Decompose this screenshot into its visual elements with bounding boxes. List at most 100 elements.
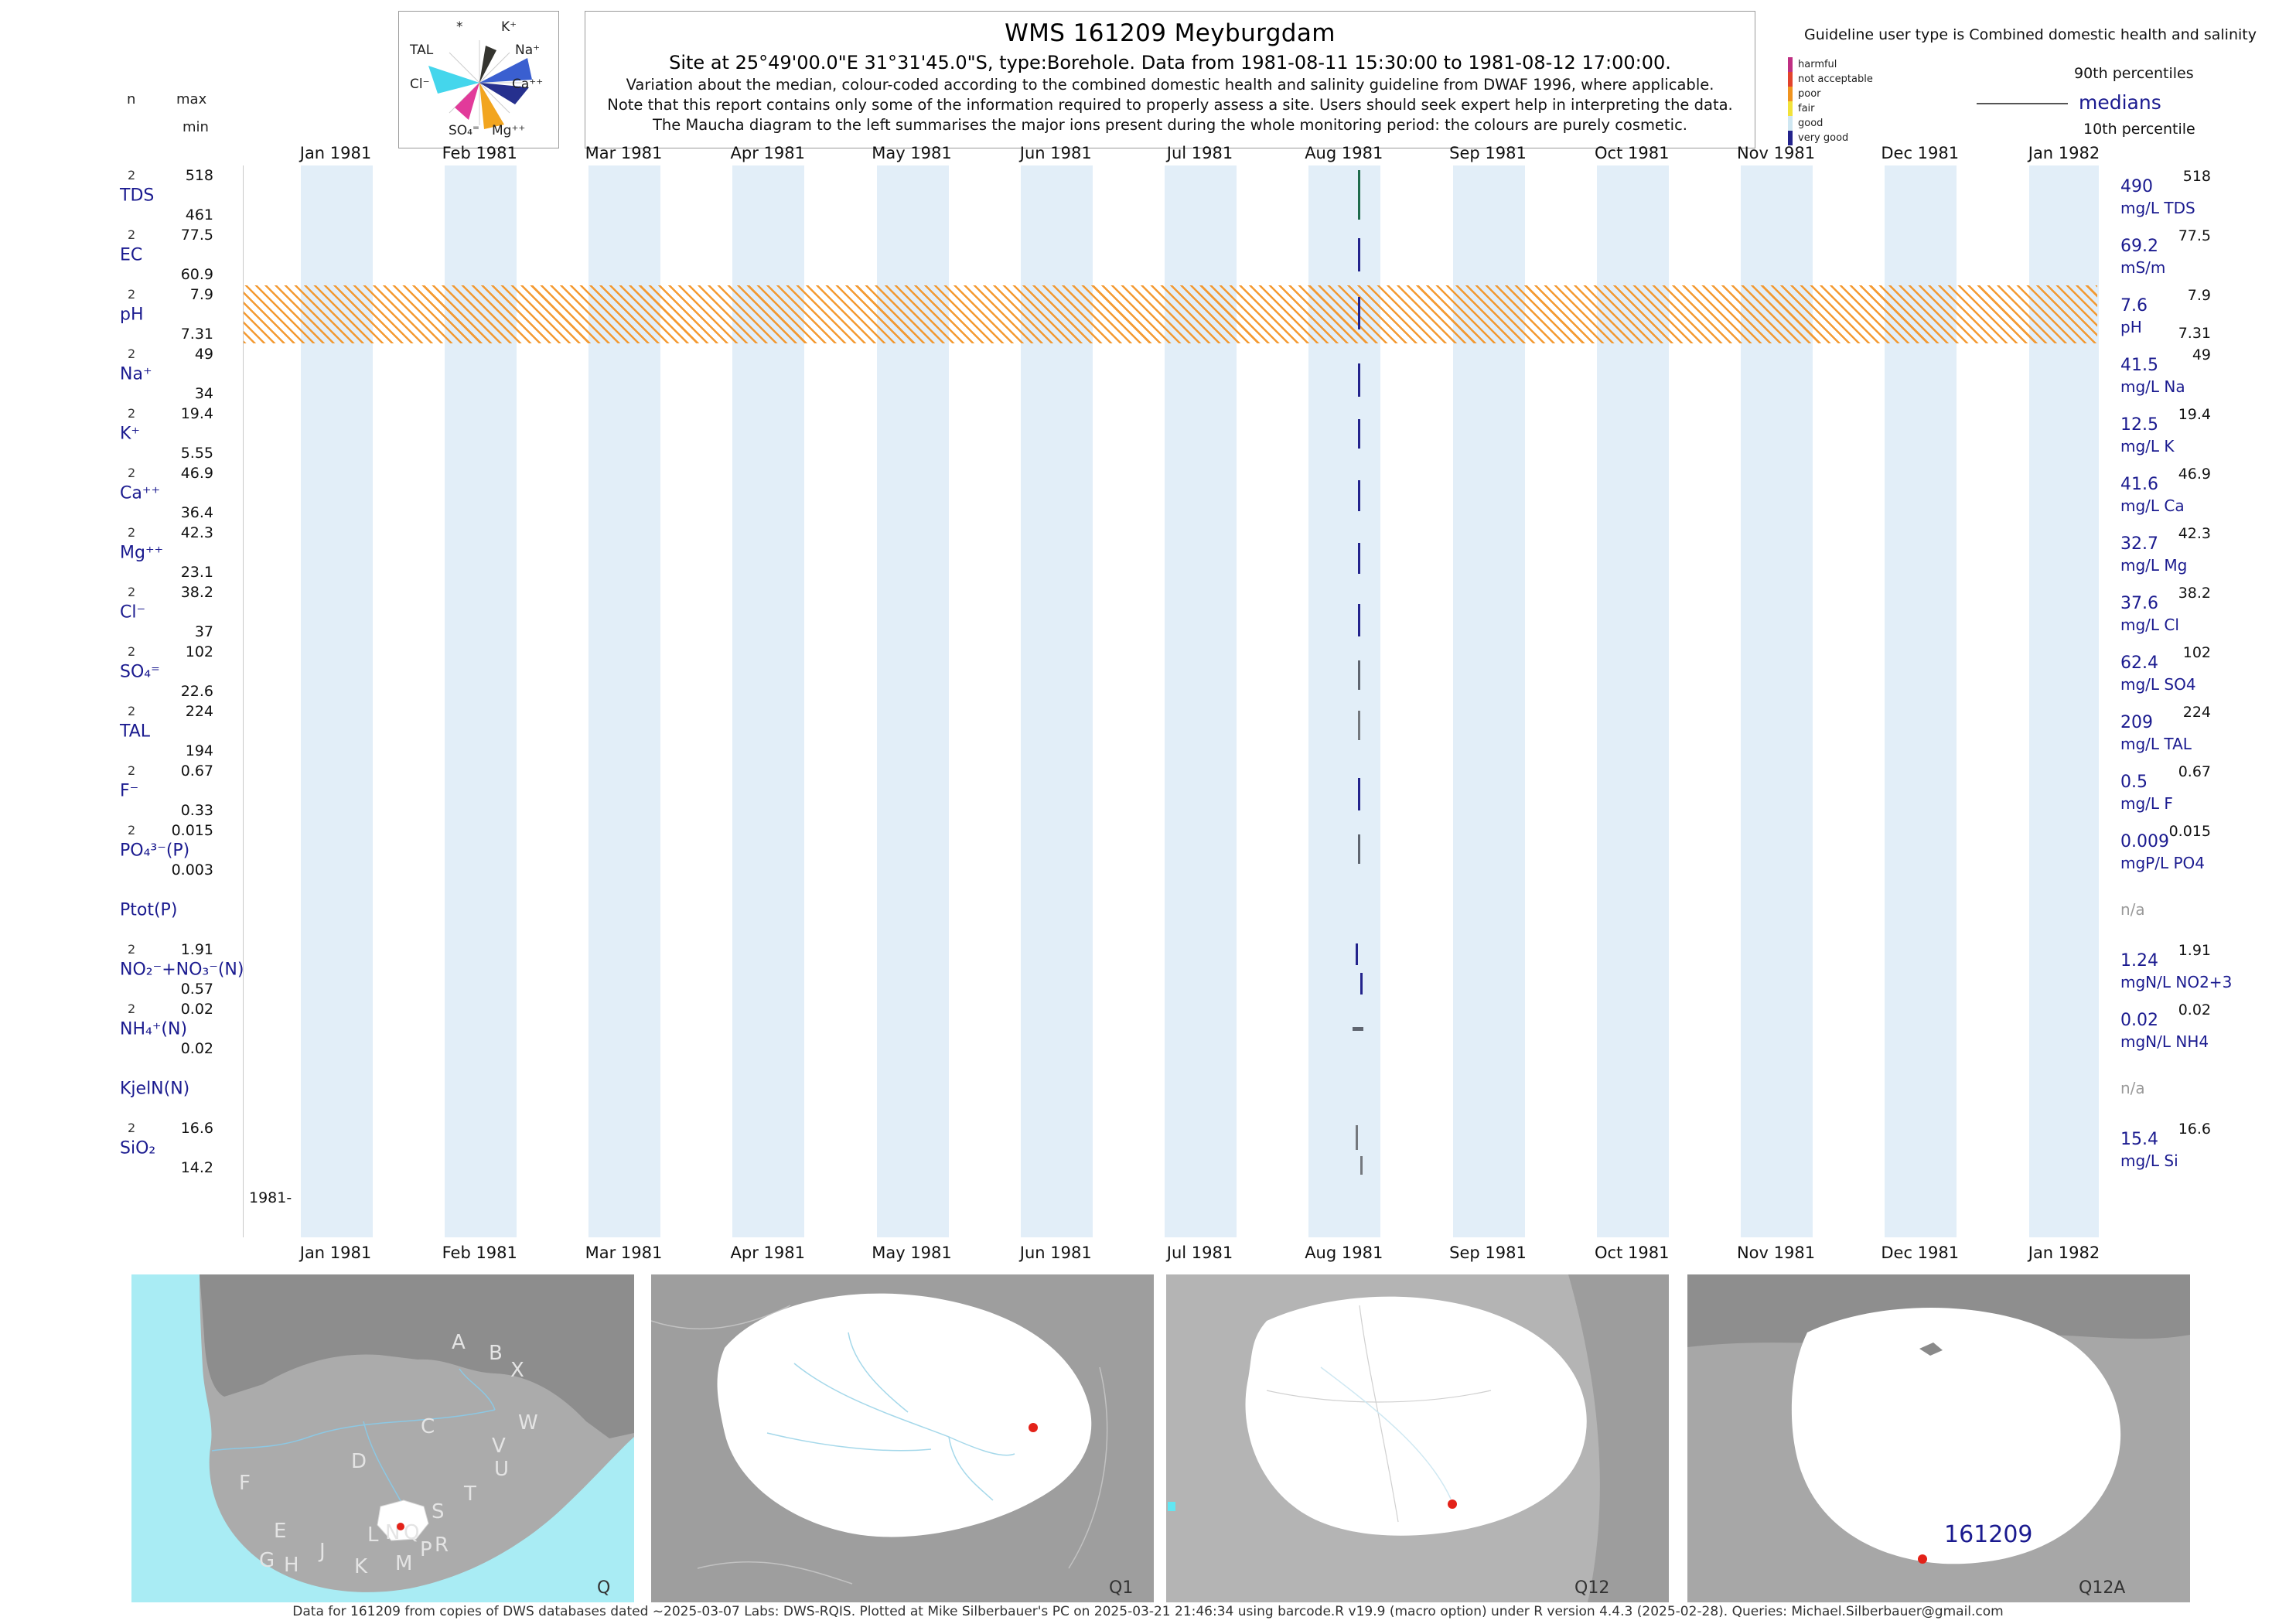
guideline-class-label: fair — [1798, 103, 1815, 114]
month-label-bottom: Sep 1981 — [1449, 1244, 1527, 1262]
month-label-top: Jun 1981 — [1019, 144, 1092, 162]
row-stats-left: 2 0.02 NH₄⁺(N) 0.02 — [120, 999, 217, 1059]
row-stats-left: 2 46.9 Ca⁺⁺ 36.4 — [120, 463, 217, 523]
sample-mark — [1358, 363, 1360, 397]
row-max-right: 102 — [2182, 644, 2211, 661]
row-stats-right: 19.4 12.5 mg/L K — [2103, 404, 2296, 463]
parameter-name: PO₄³⁻(P) — [120, 841, 190, 860]
parameter-name: K⁺ — [120, 424, 141, 443]
month-label-bottom: Apr 1981 — [730, 1244, 805, 1262]
row-unit: mgN/L NH4 — [2120, 1032, 2209, 1051]
drainage-region-letter: W — [518, 1411, 538, 1435]
sample-mark — [1360, 1156, 1363, 1175]
row-median: 490 — [2120, 177, 2153, 196]
row-min: 0.33 — [180, 802, 213, 819]
row-stats-left: 2 19.4 K⁺ 5.55 — [120, 404, 217, 463]
drainage-region-letter: T — [463, 1482, 476, 1506]
guideline-class-label: harmful — [1798, 59, 1837, 70]
row-count: 2 — [128, 406, 136, 421]
footer-note: Data for 161209 from copies of DWS datab… — [292, 1604, 2004, 1619]
page-title: WMS 161209 Meyburgdam — [1005, 19, 1336, 47]
row-max: 0.015 — [171, 822, 213, 839]
row-min: 14.2 — [180, 1159, 213, 1176]
station-marker — [1029, 1423, 1038, 1432]
row-count: 2 — [128, 1001, 136, 1016]
month-band — [2028, 165, 2099, 1237]
guideline-caption: Guideline user type is Combined domestic… — [1804, 26, 2257, 43]
row-unit: mgP/L PO4 — [2120, 854, 2206, 872]
sample-mark — [1356, 1125, 1358, 1150]
row-max: 0.67 — [180, 763, 213, 780]
row-stats-right: n/a — [2103, 1059, 2296, 1118]
month-band — [300, 165, 373, 1237]
drainage-region-letter: A — [452, 1331, 466, 1354]
map-corner-label: Q12 — [1574, 1578, 1609, 1598]
parameter-name: SiO₂ — [120, 1138, 156, 1158]
drainage-region-letter: B — [489, 1342, 503, 1365]
row-unit: mg/L TDS — [2120, 199, 2195, 217]
stats-header-n: n — [127, 91, 136, 107]
month-band — [732, 165, 805, 1237]
row-stats-right: 0.67 0.5 mg/L F — [2103, 761, 2296, 821]
month-label-bottom: Jan 1981 — [299, 1244, 372, 1262]
row-max: 102 — [185, 643, 213, 660]
row-unit: mS/m — [2120, 258, 2166, 277]
station-marker-group — [1448, 1499, 1457, 1509]
subcatchment-lines — [1266, 1305, 1492, 1523]
row-min: 194 — [185, 742, 213, 759]
row-count: 2 — [128, 704, 136, 718]
row-max-right: 42.3 — [2178, 525, 2211, 542]
catchment-q12 — [1245, 1296, 1587, 1536]
month-label-top: Feb 1981 — [442, 144, 517, 162]
row-max-right: 19.4 — [2178, 406, 2211, 423]
maucha-label-k: K⁺ — [501, 19, 517, 35]
row-unit: mg/L F — [2120, 794, 2173, 813]
month-label-bottom: Dec 1981 — [1881, 1244, 1960, 1262]
month-label-top: Oct 1981 — [1595, 144, 1670, 162]
row-max-right: 518 — [2182, 168, 2211, 185]
month-band — [1596, 165, 1669, 1237]
row-max: 1.91 — [180, 941, 213, 958]
row-min-right: 7.31 — [2178, 325, 2211, 342]
sample-mark — [1358, 604, 1360, 636]
row-min: 60.9 — [180, 266, 213, 283]
row-unit: mg/L K — [2120, 437, 2175, 455]
drainage-region-letter: S — [432, 1500, 445, 1523]
sample-mark — [1358, 834, 1360, 864]
map-quaternary-catchment: 161209 Q12A — [1687, 1274, 2190, 1602]
parameter-name: NH₄⁺(N) — [120, 1019, 188, 1039]
month-label-top: Sep 1981 — [1449, 144, 1527, 162]
station-marker — [397, 1523, 404, 1530]
adjacent-catchment — [1568, 1274, 1669, 1602]
month-band — [1741, 165, 1813, 1237]
row-stats-left: 2 38.2 Cl⁻ 37 — [120, 582, 217, 642]
sample-mark — [1358, 238, 1360, 271]
median-sample-line — [1977, 103, 2068, 104]
maucha-label-star: * — [456, 19, 463, 35]
map-corner-label: Q1 — [1109, 1578, 1133, 1598]
parameter-name: Mg⁺⁺ — [120, 543, 164, 562]
row-stats-right: n/a — [2103, 880, 2296, 940]
row-max: 224 — [185, 703, 213, 720]
highlighted-region-q — [377, 1499, 429, 1541]
parameter-name: Ca⁺⁺ — [120, 483, 161, 503]
drainage-region-letter: P — [420, 1538, 432, 1561]
row-max-right: 16.6 — [2178, 1121, 2211, 1138]
row-max-right: 77.5 — [2178, 227, 2211, 244]
stats-header-min: min — [183, 119, 209, 135]
row-min: 0.02 — [180, 1040, 213, 1057]
parameter-name: KjelN(N) — [120, 1079, 190, 1098]
row-not-available: n/a — [2120, 1079, 2145, 1097]
month-label-bottom: Oct 1981 — [1595, 1244, 1670, 1262]
sample-mark — [1358, 297, 1360, 329]
note-guideline: Variation about the median, colour-coded… — [626, 76, 1714, 94]
month-label-bottom: Aug 1981 — [1305, 1244, 1383, 1262]
drainage-region-letter: F — [239, 1472, 251, 1495]
parameter-name: Cl⁻ — [120, 602, 146, 622]
guideline-class-label: not acceptable — [1798, 73, 1873, 85]
month-band — [1885, 165, 1957, 1237]
medians-label: medians — [2079, 91, 2161, 114]
row-unit: mg/L TAL — [2120, 735, 2192, 753]
guideline-hatch-band — [244, 285, 2097, 343]
